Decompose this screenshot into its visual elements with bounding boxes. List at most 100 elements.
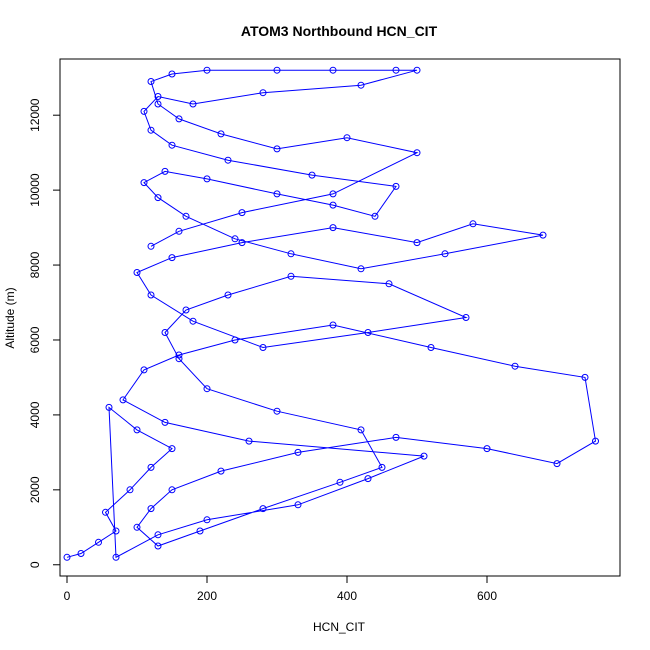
data-point (189, 317, 197, 325)
data-point (343, 134, 351, 142)
data-point (413, 149, 421, 157)
data-point (413, 239, 421, 247)
data-point (154, 542, 162, 550)
data-point (140, 179, 148, 187)
chart-title: ATOM3 Northbound HCN_CIT (241, 23, 438, 39)
data-point (336, 478, 344, 486)
data-point (294, 501, 302, 509)
data-point (119, 396, 127, 404)
data-point (469, 220, 477, 228)
y-tick-label: 2000 (28, 476, 42, 503)
data-point (154, 100, 162, 108)
data-point (182, 306, 190, 314)
y-tick-label: 0 (28, 561, 42, 568)
data-point (273, 190, 281, 198)
data-point (161, 418, 169, 426)
data-point (196, 527, 204, 535)
data-point (364, 329, 372, 336)
data-point (112, 553, 120, 561)
data-point (287, 272, 295, 280)
data-point (147, 291, 155, 299)
data-point (427, 344, 435, 351)
data-point (441, 250, 449, 258)
data-point (392, 182, 400, 190)
data-point (329, 201, 337, 209)
data-point (175, 355, 183, 363)
y-tick-label: 4000 (28, 401, 42, 428)
x-tick-label: 0 (64, 589, 71, 603)
data-point (592, 437, 599, 445)
data-point (77, 550, 85, 557)
data-point (147, 78, 155, 85)
data-point (102, 508, 109, 516)
data-point (147, 505, 155, 513)
data-point (553, 460, 561, 468)
data-point (105, 403, 113, 411)
data-point (329, 224, 337, 232)
data-point (217, 130, 225, 138)
data-point (175, 115, 183, 123)
y-axis: 0 2000 4000 6000 8000 10000 12000 (28, 98, 61, 568)
data-point (378, 463, 386, 471)
data-point (413, 66, 421, 74)
data-point (175, 227, 183, 235)
data-point (224, 291, 232, 299)
data-point (539, 231, 547, 239)
data-point (392, 66, 400, 74)
data-point (175, 351, 183, 359)
data-point (203, 516, 211, 524)
data-point (161, 167, 169, 175)
data-point (203, 385, 211, 393)
data-point (95, 538, 102, 546)
data-point (329, 321, 337, 329)
data-point (189, 100, 197, 108)
data-point (231, 336, 239, 344)
data-point (154, 93, 162, 100)
data-point (238, 209, 246, 217)
data-point (273, 66, 281, 74)
data-point (308, 171, 316, 179)
data-point (133, 523, 141, 531)
data-point (112, 527, 120, 535)
data-point (238, 239, 246, 247)
data-point (231, 235, 239, 243)
data-point (294, 448, 302, 456)
y-tick-label: 8000 (28, 251, 42, 278)
plot-frame (59, 58, 621, 577)
data-point (329, 66, 337, 74)
x-axis-title: HCN_CIT (313, 620, 366, 634)
data-point (483, 445, 491, 453)
data-point (217, 467, 225, 475)
data-point (154, 531, 162, 539)
x-tick-label: 600 (477, 589, 497, 603)
data-point (182, 212, 190, 220)
series-line (66, 69, 597, 559)
data-point (126, 486, 134, 494)
data-point (357, 426, 365, 434)
data-point (329, 190, 337, 198)
data-point (245, 437, 253, 445)
data-point (168, 445, 176, 453)
data-point (462, 314, 470, 321)
data-point (511, 362, 519, 370)
data-point (154, 194, 162, 202)
y-tick-label: 10000 (28, 173, 42, 207)
data-point (385, 280, 393, 288)
data-point (168, 70, 176, 78)
data-point (63, 553, 71, 561)
data-point (140, 366, 148, 374)
data-point (420, 452, 428, 460)
x-tick-label: 200 (197, 589, 217, 603)
data-point (203, 66, 211, 74)
data-point (147, 126, 155, 134)
data-point (273, 407, 281, 415)
data-point (259, 344, 267, 351)
data-point (371, 212, 379, 220)
x-tick-label: 400 (337, 589, 357, 603)
y-tick-label: 6000 (28, 326, 42, 353)
y-tick-label: 12000 (28, 98, 42, 132)
data-point (168, 141, 176, 149)
y-axis-title: Altitude (m) (3, 287, 17, 348)
data-point (357, 265, 365, 273)
